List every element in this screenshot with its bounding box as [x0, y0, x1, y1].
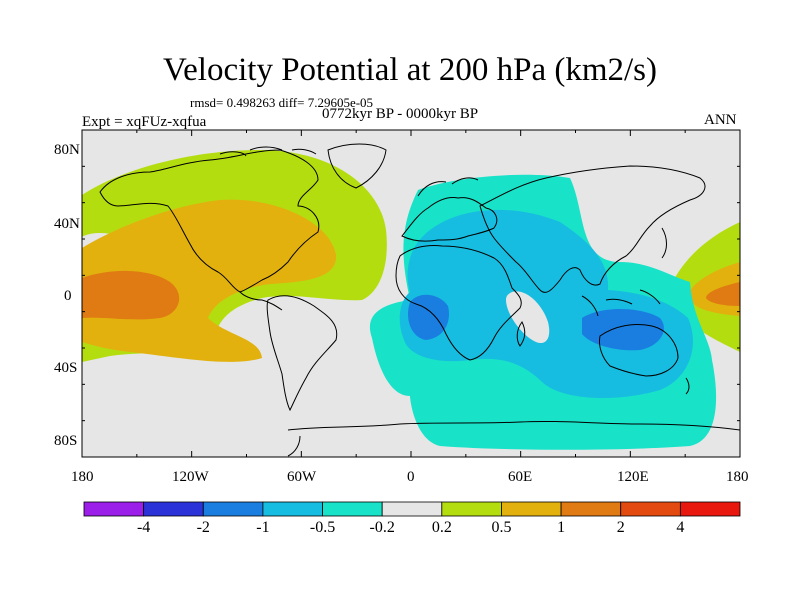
colorbar-swatch [441, 501, 502, 517]
colorbar-label: -0.5 [309, 519, 336, 536]
x-tick-180e: 180 [726, 469, 749, 485]
period-label: 0772kyr BP - 0000kyr BP [322, 106, 479, 122]
positive-strong-east [706, 282, 740, 306]
map-title: Velocity Potential at 200 hPa (km2/s) [162, 52, 658, 88]
colorbar-swatch [501, 501, 562, 517]
stats-label: rmsd= 0.498263 diff= 7.29605e-05 [190, 95, 374, 110]
y-tick-80s: 80S [54, 433, 78, 449]
x-tick-120w: 120W [172, 469, 209, 485]
x-tick-180w: 180 [71, 469, 94, 485]
colorbar-label: -0.2 [369, 519, 395, 536]
colorbar-label: 1 [557, 519, 566, 536]
x-tick-60e: 60E [508, 469, 533, 485]
experiment-label: Expt = xqFUz-xqfua [82, 114, 207, 130]
colorbar-label: -4 [136, 519, 151, 536]
tick-marks [81, 129, 741, 458]
colorbar-swatch [202, 501, 264, 517]
colorbar-swatch [143, 501, 204, 517]
colorbar-label: 0.2 [431, 519, 452, 536]
colorbar-label: -2 [196, 519, 210, 536]
y-tick-0: 0 [64, 288, 72, 304]
colorbar-swatch [679, 501, 741, 517]
colorbar-swatch [322, 501, 383, 517]
x-tick-60w: 60W [287, 469, 317, 485]
negative-strong-africa [407, 294, 450, 340]
y-tick-80n: 80N [54, 142, 80, 158]
colorbar-swatch [560, 501, 622, 517]
negative-strong-indian [582, 309, 664, 351]
negative-mid-region [399, 209, 693, 399]
season-label: ANN [704, 112, 737, 128]
x-tick-120e: 120E [617, 469, 649, 485]
y-tick-40n: 40N [54, 216, 80, 232]
colorbar-label: 2 [616, 519, 625, 536]
positive-strong-region [82, 270, 180, 320]
colorbar-label: -1 [256, 519, 270, 536]
colorbar-swatch [83, 501, 145, 517]
colorbar [83, 501, 741, 517]
y-tick-40s: 40S [54, 360, 78, 376]
colorbar-label: 0.5 [491, 519, 512, 536]
coastlines [99, 143, 740, 457]
colorbar-swatch [381, 501, 443, 517]
near-zero-pocket [506, 291, 550, 344]
positive-mid-region [82, 199, 337, 362]
x-tick-0: 0 [407, 469, 415, 485]
colorbar-swatch [262, 501, 323, 517]
colorbar-label: 4 [676, 519, 685, 536]
colorbar-swatch [620, 501, 681, 517]
